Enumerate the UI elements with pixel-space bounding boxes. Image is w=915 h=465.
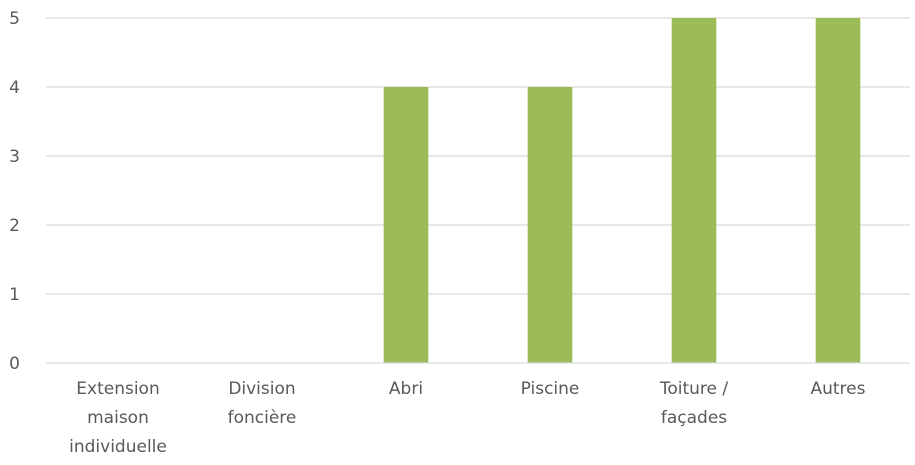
y-tick-label: 4 — [9, 78, 20, 98]
x-category-label-line: façades — [661, 408, 727, 428]
x-category-label: Extension maison individuelle — [69, 379, 167, 457]
x-category-label: Toiture / façades — [659, 379, 729, 428]
x-category-label-line: Piscine — [521, 379, 580, 399]
x-category-label-line: Autres — [810, 379, 865, 399]
x-category-label-line: Toiture / — [659, 379, 729, 399]
x-category-label: Abri — [389, 379, 423, 399]
bar — [527, 87, 573, 363]
y-tick-label: 2 — [9, 216, 20, 236]
x-axis-category-labels: Extension maison individuelle Division fonci… — [69, 379, 866, 457]
y-tick-label: 3 — [9, 147, 20, 167]
x-category-label-line: Extension — [76, 379, 159, 399]
x-category-label-line: maison — [87, 408, 149, 428]
x-category-label-line: Abri — [389, 379, 423, 399]
bars — [383, 18, 861, 363]
x-category-label-line: foncière — [228, 408, 297, 428]
bar — [383, 87, 429, 363]
y-tick-label: 1 — [9, 285, 20, 305]
x-category-label: Division foncière — [228, 379, 297, 428]
y-axis-tick-labels: 0 1 2 3 4 5 — [9, 9, 20, 374]
y-tick-label: 0 — [9, 354, 20, 374]
x-category-label-line: individuelle — [69, 437, 167, 457]
bar — [815, 18, 861, 363]
gridlines — [46, 17, 910, 295]
x-category-label: Piscine — [521, 379, 580, 399]
bar — [671, 18, 717, 363]
x-category-label: Autres — [810, 379, 865, 399]
y-tick-label: 5 — [9, 9, 20, 29]
x-category-label-line: Division — [228, 379, 295, 399]
